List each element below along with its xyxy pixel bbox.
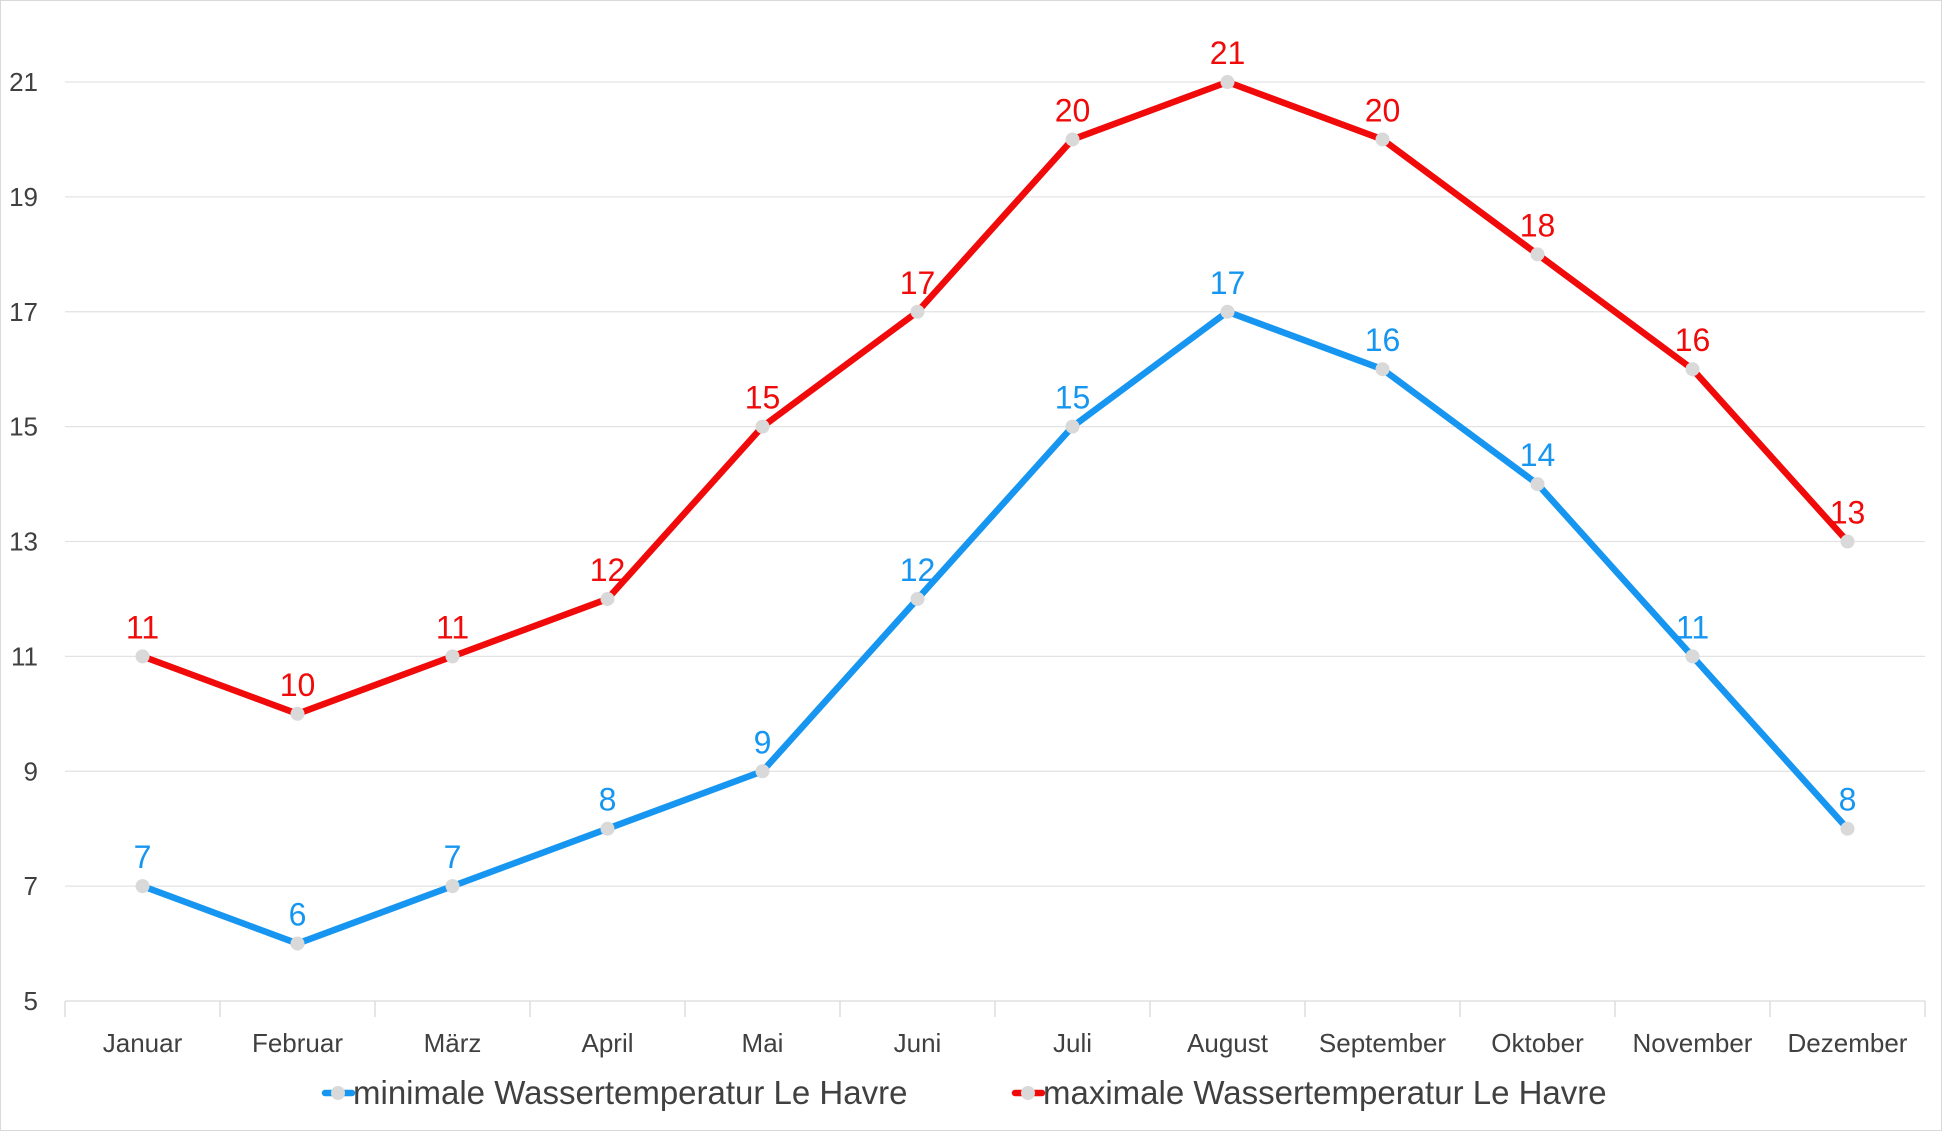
gridlines [65,81,1925,887]
data-point [1840,534,1855,549]
y-tick-label: 9 [24,756,38,786]
data-label: 20 [1055,92,1091,128]
data-point [1065,132,1080,147]
data-label: 15 [1055,380,1091,416]
data-point [600,821,615,836]
data-label: 18 [1520,207,1556,243]
data-point [135,879,150,894]
x-tick-label: Dezember [1788,1028,1908,1058]
data-point [1065,419,1080,434]
x-tick-label: April [581,1028,633,1058]
x-tick-label: März [424,1028,482,1058]
data-label: 10 [280,667,316,703]
data-point [755,764,770,779]
data-label: 15 [745,380,781,416]
legend-swatch-marker [331,1086,345,1100]
x-tick-label: Januar [103,1028,183,1058]
data-label: 9 [754,724,772,760]
x-tick-label: September [1319,1028,1447,1058]
x-tick-label: Oktober [1491,1028,1584,1058]
data-point [1375,132,1390,147]
data-point [1375,362,1390,377]
y-tick-label: 11 [11,641,38,671]
data-label: 14 [1520,437,1556,473]
data-point [135,649,150,664]
x-tick-label: Februar [252,1028,343,1058]
legend: minimale Wassertemperatur Le Havre maxima… [321,1074,1607,1111]
x-tick-label: Mai [742,1028,784,1058]
data-label: 7 [134,839,152,875]
data-point [910,304,925,319]
data-label: 12 [900,552,936,588]
data-point [1685,362,1700,377]
data-label: 11 [436,609,469,645]
y-tick-label: 15 [9,412,38,442]
data-label: 11 [1676,609,1709,645]
x-tick-label: Juni [894,1028,942,1058]
data-label: 11 [126,609,159,645]
data-label: 12 [590,552,626,588]
data-label: 6 [289,897,307,933]
legend-label: minimale Wassertemperatur Le Havre [353,1074,907,1111]
data-point [1220,304,1235,319]
data-label: 7 [444,839,462,875]
data-label: 17 [1210,265,1246,301]
y-tick-label: 21 [9,67,38,97]
data-point [1685,649,1700,664]
data-point [600,591,615,606]
y-tick-label: 13 [9,527,38,557]
data-point [290,706,305,721]
x-tick-label: August [1187,1028,1269,1058]
y-tick-label: 7 [24,871,38,901]
series-line-0 [139,308,1851,947]
y-tick-label: 19 [9,182,38,212]
data-point [910,591,925,606]
data-label: 16 [1675,322,1711,358]
legend-label: maximale Wassertemperatur Le Havre [1043,1074,1607,1111]
data-label: 8 [599,782,617,818]
data-point [755,419,770,434]
data-point [1220,75,1235,89]
data-label: 21 [1210,35,1246,71]
data-label: 8 [1839,782,1857,818]
data-point [1840,821,1855,836]
data-labels: 7 6 7 8 9 12 15 17 16 14 11 8 11 10 11 12 15 17 20 21 20 18 16… [126,35,1865,933]
data-point [1530,477,1545,492]
data-point [1530,247,1545,262]
data-label: 20 [1365,92,1401,128]
data-label: 16 [1365,322,1401,358]
data-point [290,936,305,951]
y-tick-label: 17 [9,297,38,327]
y-tick-label: 5 [24,986,38,1016]
x-tick-label: Juli [1053,1028,1092,1058]
x-tick-label: November [1633,1028,1753,1058]
series-lines [135,75,1855,951]
data-label: 13 [1830,495,1866,531]
data-label: 17 [900,265,936,301]
legend-swatch-marker [1021,1086,1035,1100]
data-point [445,879,460,894]
data-point [445,649,460,664]
axes: 5 7 9 11 13 15 17 19 21 Januar Februar März April Mai… [9,67,1926,1058]
series-line-1 [139,78,1851,718]
